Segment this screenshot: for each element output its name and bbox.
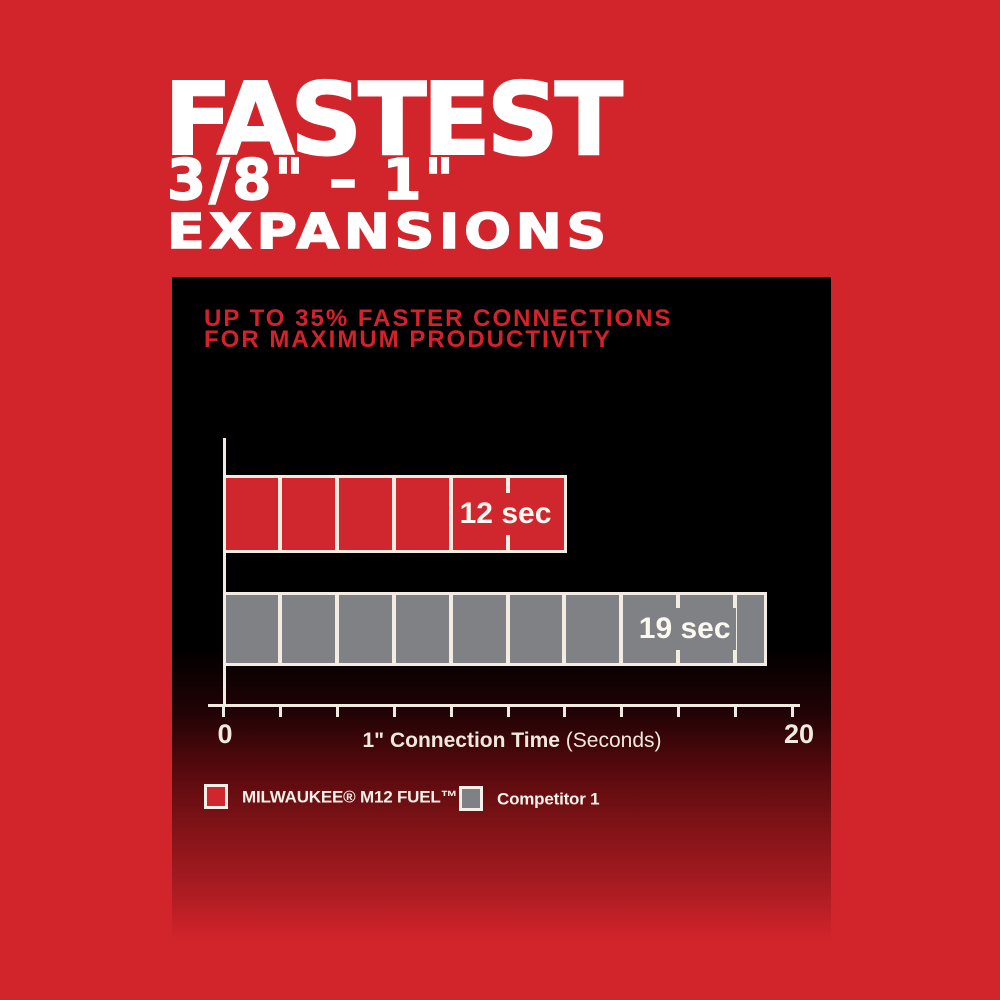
bar-segment-divider	[562, 595, 567, 663]
x-axis-tick	[677, 704, 681, 717]
x-axis-line	[208, 704, 800, 707]
bar-competitor-1: 19 sec	[223, 592, 767, 666]
x-axis-title-units: (Seconds)	[565, 729, 662, 752]
legend-label-milwaukee: MILWAUKEE® M12 FUEL™	[242, 787, 458, 807]
x-axis-tick	[278, 704, 282, 717]
bar-segment-divider	[277, 478, 282, 550]
x-axis-tick	[734, 704, 738, 717]
bar-segment-divider	[334, 478, 339, 550]
x-axis-min-label: 0	[217, 719, 233, 749]
bar-milwaukee-m12-fuel: 12 sec	[223, 475, 568, 553]
bar-segment-divider	[619, 595, 624, 663]
bar-segment-divider	[448, 478, 453, 550]
bar-milwaukee-value-label: 12 sec	[454, 493, 557, 535]
x-axis-tick	[392, 704, 396, 717]
headline-fastest: FASTEST	[163, 61, 624, 178]
x-axis-tick	[620, 704, 624, 717]
x-axis-tick	[449, 704, 453, 717]
legend-swatch-competitor	[459, 786, 483, 811]
x-axis-tick	[563, 704, 567, 717]
bar-segment-divider	[391, 595, 396, 663]
chart-title-line1: UP TO 35% FASTER CONNECTIONS	[204, 305, 673, 332]
x-axis-title-bold: 1" Connection Time	[362, 729, 560, 752]
bar-segment-divider	[391, 478, 396, 550]
x-axis-tick	[506, 704, 510, 717]
x-axis-title: 1" Connection Time (Seconds)	[224, 728, 800, 753]
bar-segment-divider	[448, 595, 453, 663]
chart-title: UP TO 35% FASTER CONNECTIONS FOR MAXIMUM…	[204, 305, 673, 353]
legend-swatch-milwaukee	[204, 784, 228, 809]
x-axis-tick	[791, 704, 794, 717]
bar-segment-divider	[334, 595, 339, 663]
x-axis-tick	[222, 704, 225, 717]
bar-segment-divider	[277, 595, 282, 663]
x-axis-tick	[335, 704, 339, 717]
chart-title-line2: FOR MAXIMUM PRODUCTIVITY	[204, 325, 612, 353]
bar-segment-divider	[505, 595, 510, 663]
headline-size-range: 3/8" – 1"	[166, 148, 457, 213]
x-axis-max-label: 20	[783, 719, 815, 749]
headline-expansions: EXPANSIONS	[166, 204, 611, 260]
y-axis-line	[223, 438, 226, 707]
legend-label-competitor: Competitor 1	[497, 789, 600, 809]
bar-competitor-value-label: 19 sec	[633, 608, 736, 650]
